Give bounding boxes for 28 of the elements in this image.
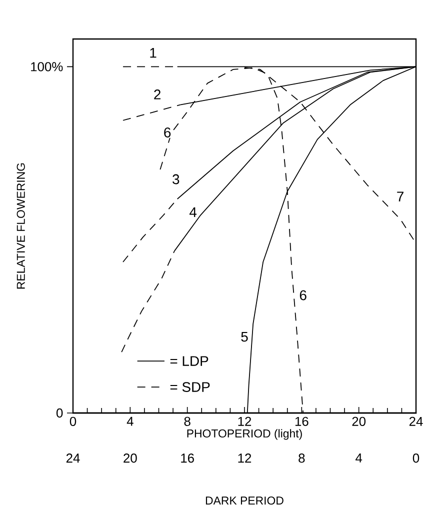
x2-tick-label: 0 — [412, 454, 420, 463]
x-axis-title: PHOTOPERIOD (light) — [187, 429, 302, 440]
x2-tick-label: 12 — [238, 454, 252, 463]
series-label: 2 — [154, 90, 161, 100]
x-tick-label: 16 — [295, 416, 308, 426]
text: 6 — [300, 290, 306, 300]
x2-tick-label: 8 — [298, 454, 305, 463]
x2-axis-title: DARK PERIOD — [206, 496, 284, 505]
y-tick-label: 100% — [31, 62, 63, 72]
x-tick-label: 20 — [352, 416, 366, 426]
x-tick-label: 4 — [126, 416, 134, 426]
x2-tick-label: 16 — [181, 454, 194, 463]
x-tick-label: 0 — [70, 416, 76, 426]
annotation: = LDP — [170, 356, 208, 366]
series-label: 3 — [172, 174, 180, 184]
series-label: 5 — [241, 332, 248, 342]
annotation: = SDP — [170, 382, 210, 392]
x-tick-label: 24 — [409, 416, 423, 426]
x2-tick-label: 4 — [356, 454, 362, 462]
series-label: 7 — [397, 192, 404, 202]
series-label: 1 — [150, 48, 156, 58]
x-tick-label: 8 — [184, 416, 190, 426]
series-label: 6 — [164, 128, 171, 138]
x2-tick-label: 20 — [124, 454, 137, 463]
series-label: 4 — [189, 207, 197, 217]
x-tick-label: 12 — [238, 416, 252, 426]
x2-tick-label: 24 — [66, 454, 80, 463]
y-axis-title: RELATIVE FLOWERING — [16, 163, 25, 289]
